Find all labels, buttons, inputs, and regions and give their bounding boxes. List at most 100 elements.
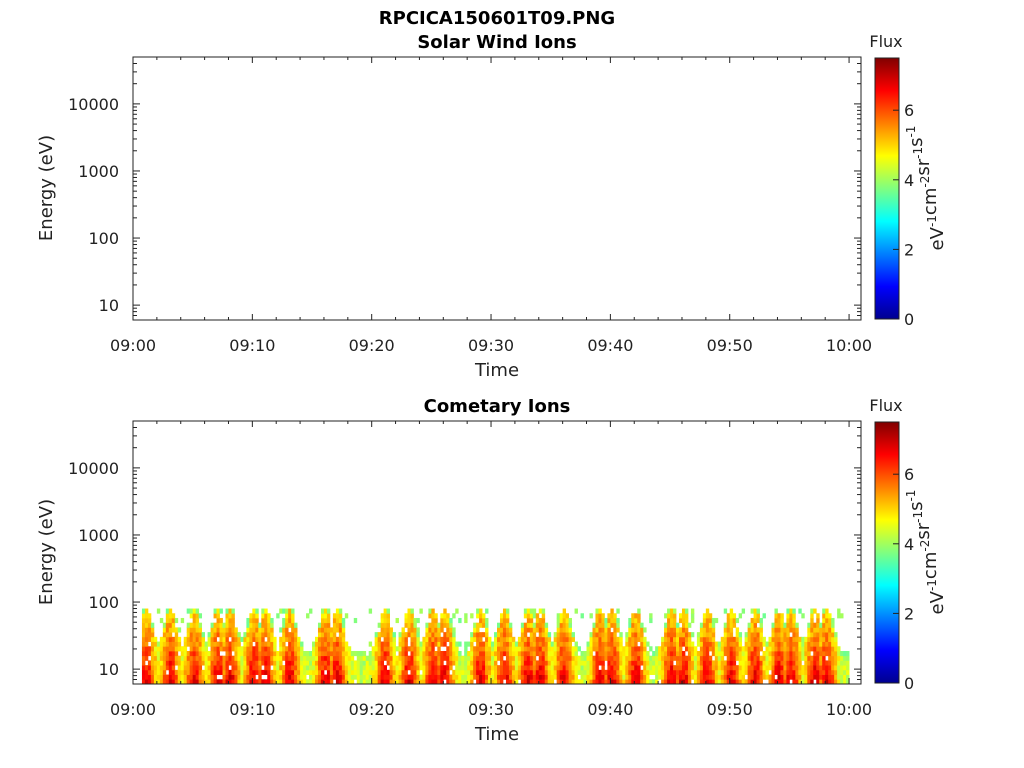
heatmap-cell: [792, 660, 796, 666]
heatmap-cell: [147, 660, 152, 666]
heatmap-cell: [559, 613, 564, 619]
heatmap-cell: [795, 665, 799, 671]
heatmap-cell: [831, 636, 835, 642]
heatmap-cell: [789, 660, 793, 666]
heatmap-cell: [192, 622, 197, 628]
heatmap-cell: [264, 627, 268, 633]
heatmap-cell: [255, 660, 259, 666]
heatmap-cell: [452, 627, 456, 633]
axis-ticks: 09:00 09:10 09:20 09:30 09:40 09:50 10:0010100…: [68, 420, 872, 719]
heatmap-cell: [622, 679, 626, 684]
heatmap-cell: [389, 646, 393, 652]
heatmap-cell: [595, 665, 599, 671]
heatmap-cell: [792, 613, 796, 619]
heatmap-cell: [759, 617, 763, 624]
heatmap-cell: [341, 617, 346, 624]
heatmap-cell: [765, 646, 769, 652]
heatmap-cell: [422, 669, 426, 675]
heatmap-cell: [494, 646, 498, 652]
heatmap-cell: [195, 646, 200, 652]
heatmap-cell: [461, 674, 465, 680]
heatmap-cell: [699, 646, 704, 652]
heatmap-cell: [568, 646, 572, 652]
heatmap-cell: [323, 646, 328, 652]
heatmap-cell: [443, 613, 447, 619]
heatmap-cell: [619, 660, 623, 666]
heatmap-cell: [380, 622, 385, 628]
heatmap-cell: [410, 679, 414, 684]
heatmap-cell: [604, 655, 608, 661]
heatmap-cell: [541, 655, 546, 661]
heatmap-cell: [413, 674, 417, 680]
heatmap-cell: [655, 655, 659, 661]
heatmap-cell: [249, 665, 253, 671]
heatmap-cell: [404, 613, 408, 619]
heatmap-cell: [482, 617, 486, 624]
heatmap-cell: [192, 669, 197, 675]
heatmap-cell: [681, 650, 686, 657]
heatmap-cell: [643, 669, 647, 675]
heatmap-cell: [529, 669, 534, 675]
heatmap-cell: [726, 617, 731, 624]
heatmap-cell: [329, 669, 334, 675]
heatmap-cell: [344, 669, 349, 675]
heatmap-cell: [270, 655, 274, 661]
heatmap-cell: [180, 674, 185, 680]
heatmap-cell: [538, 632, 543, 638]
heatmap-cell: [532, 646, 537, 652]
heatmap-cell: [258, 641, 262, 647]
heatmap-cell: [431, 669, 435, 675]
heatmap-cell: [425, 655, 429, 661]
heatmap-cell: [335, 669, 340, 675]
heatmap-cell: [789, 674, 793, 680]
heatmap-cell: [613, 665, 617, 671]
heatmap-cell: [637, 632, 641, 638]
colorbar-tick-label: 0: [904, 310, 914, 329]
heatmap-cell: [562, 665, 567, 671]
heatmap-cell: [670, 641, 674, 647]
heatmap-cell: [482, 679, 486, 684]
heatmap-cell: [502, 636, 507, 642]
heatmap-cell: [723, 679, 728, 684]
heatmap-cell: [317, 660, 322, 666]
heatmap-cell: [822, 660, 826, 666]
heatmap-cell: [598, 641, 602, 647]
heatmap-cell: [383, 646, 387, 652]
heatmap-cell: [156, 608, 161, 614]
heatmap-cell: [186, 650, 191, 657]
heatmap-cell: [368, 679, 373, 684]
heatmap-cell: [834, 669, 838, 675]
heatmap-cell: [610, 646, 614, 652]
heatmap-cell: [389, 627, 393, 633]
heatmap-cell: [180, 617, 185, 624]
heatmap-cell: [258, 655, 262, 661]
heatmap-cell: [443, 650, 447, 657]
heatmap-cell: [392, 674, 396, 680]
heatmap-cell: [777, 660, 781, 666]
heatmap-cell: [810, 674, 814, 680]
heatmap-cell: [404, 646, 408, 652]
heatmap-cell: [604, 641, 608, 647]
heatmap-cell: [753, 655, 757, 661]
heatmap-cell: [732, 613, 737, 619]
heatmap-cell: [395, 674, 399, 680]
heatmap-cell: [511, 636, 516, 642]
heatmap-cell: [425, 669, 429, 675]
heatmap-cell: [583, 655, 587, 661]
heatmap-cell: [479, 617, 483, 624]
heatmap-cell: [464, 613, 468, 619]
heatmap-cell: [177, 665, 182, 671]
heatmap-cell: [810, 632, 814, 638]
heatmap-cell: [499, 627, 504, 633]
heatmap-cell: [267, 641, 271, 647]
heatmap-cell: [386, 627, 390, 633]
heatmap-cell: [804, 669, 808, 675]
heatmap-cell: [729, 636, 734, 642]
heatmap-cell: [365, 655, 370, 661]
x-tick-label: 09:00: [110, 336, 156, 355]
heatmap-cell: [550, 665, 555, 671]
heatmap-cell: [780, 665, 784, 671]
heatmap-cell: [741, 679, 746, 684]
heatmap-cell: [547, 655, 552, 661]
heatmap-cell: [550, 669, 555, 675]
